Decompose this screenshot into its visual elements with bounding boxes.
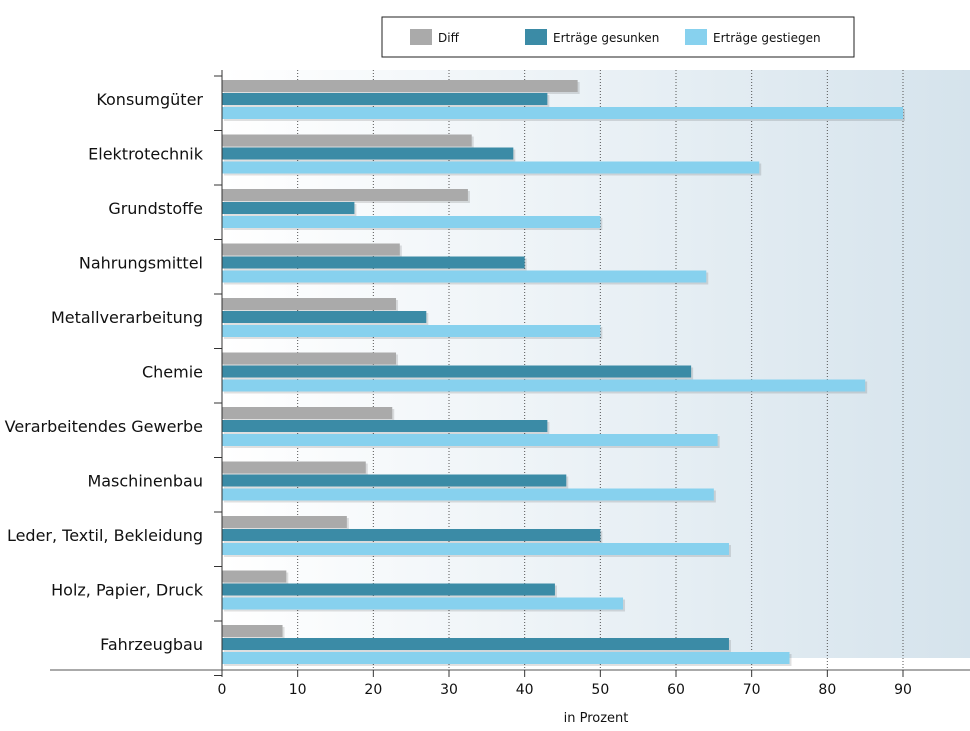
- legend-label: Erträge gestiegen: [713, 31, 821, 45]
- legend-label: Erträge gesunken: [553, 31, 659, 45]
- bar: [222, 189, 468, 201]
- bar: [222, 134, 472, 147]
- category-label: Chemie: [142, 363, 203, 382]
- bar: [222, 352, 397, 365]
- legend-box: [381, 16, 855, 58]
- category-label: Fahrzeugbau: [100, 635, 203, 654]
- bar: [222, 570, 287, 583]
- bar: [222, 202, 355, 214]
- x-tick-label: 20: [364, 682, 382, 698]
- axes: [50, 70, 970, 677]
- x-tick-label: 80: [818, 682, 836, 698]
- category-label: Leder, Textil, Bekleidung: [7, 526, 203, 545]
- x-tick-label: 0: [218, 682, 227, 698]
- bar: [222, 243, 400, 256]
- bar: [222, 638, 729, 650]
- bar: [222, 543, 729, 555]
- category-label: Maschinenbau: [87, 472, 203, 491]
- bar: [222, 474, 567, 487]
- bar: [222, 516, 347, 528]
- bar: [222, 420, 548, 432]
- bar: [222, 147, 514, 160]
- x-tick-label: 50: [591, 682, 609, 698]
- legend-label: Diff: [438, 31, 460, 45]
- bar: [222, 161, 760, 174]
- category-label: Grundstoffe: [108, 199, 203, 218]
- legend-swatch: [410, 29, 432, 45]
- bar: [222, 325, 601, 337]
- x-tick-labels: 0 10 20 30 40 50 60 70 80 90: [218, 682, 912, 698]
- bar: [222, 488, 714, 501]
- x-tick-label: 10: [289, 682, 307, 698]
- bar: [222, 107, 903, 119]
- category-label: Verarbeitendes Gewerbe: [5, 417, 203, 436]
- bar: [222, 407, 393, 419]
- bar: [222, 434, 718, 446]
- bar: [222, 216, 601, 228]
- bar: [222, 379, 866, 392]
- bar: [222, 583, 555, 596]
- bar: [222, 597, 624, 610]
- x-axis-title: in Prozent: [564, 711, 629, 726]
- bar: [222, 93, 548, 105]
- category-label: Elektrotechnik: [88, 145, 204, 164]
- legend-swatch: [685, 29, 707, 45]
- bar: [222, 365, 692, 378]
- x-tick-label: 90: [894, 682, 912, 698]
- category-label: Konsumgüter: [96, 90, 203, 109]
- bars: [222, 80, 905, 666]
- category-labels: Konsumgüter Elektrotechnik Grundstoffe Nahr…: [5, 90, 204, 654]
- x-tick-label: 60: [667, 682, 685, 698]
- bar: [222, 652, 790, 664]
- x-tick-label: 30: [440, 682, 458, 698]
- bar: [222, 80, 578, 92]
- category-label: Nahrungsmittel: [79, 254, 203, 273]
- bar: [222, 270, 707, 283]
- x-tick-label: 70: [743, 682, 761, 698]
- bar: [222, 625, 283, 637]
- legend: Diff Erträge gesunken Erträge gestiegen: [381, 16, 855, 58]
- bar: [222, 529, 601, 541]
- category-label: Holz, Papier, Druck: [51, 581, 204, 600]
- bar: [222, 311, 427, 323]
- category-label: Metallverarbeitung: [51, 308, 203, 327]
- legend-swatch: [525, 29, 547, 45]
- bar: [222, 461, 366, 474]
- bar: [222, 298, 397, 310]
- bar: [222, 256, 525, 269]
- x-tick-label: 40: [516, 682, 534, 698]
